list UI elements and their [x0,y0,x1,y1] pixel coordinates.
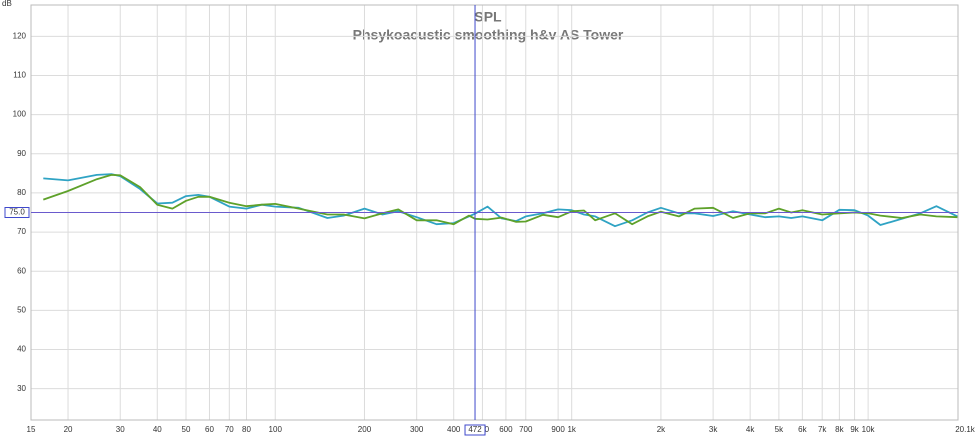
y-tick-label: 90 [17,149,26,158]
y-tick-label: 60 [17,266,26,275]
cursor-y-label: 75.0 [9,208,25,217]
x-tick-label: 600 [499,425,513,434]
x-tick-label: 5k [775,425,784,434]
x-tick-label: 8k [835,425,844,434]
x-tick-label: 400 [447,425,461,434]
x-tick-label: 900 [551,425,565,434]
y-tick-label: 80 [17,188,26,197]
x-tick-label: 9k [850,425,859,434]
x-tick-label: 80 [242,425,251,434]
chart-subtitle: Phsykoacustic smoothing h&v AS Tower [353,27,624,43]
x-tick-label: 60 [205,425,214,434]
x-tick-label: 300 [410,425,424,434]
y-tick-label: 40 [17,345,26,354]
x-tick-label: 20.1k Hz [955,425,975,434]
series-line [43,174,958,226]
chart-title: SPL [474,9,502,25]
x-tick-label: 50 [182,425,191,434]
cursor-x-box [464,424,486,436]
x-tick-label: 30 [116,425,125,434]
x-tick-label: 10k [862,425,876,434]
x-tick-label: 100 [269,425,283,434]
x-tick-label: 1k [567,425,576,434]
x-tick-label: 4k [746,425,755,434]
y-tick-label: 100 [13,110,27,119]
x-tick-label: 7k [818,425,827,434]
x-tick-label: 15 [27,425,36,434]
x-tick-label: 20 [64,425,73,434]
x-tick-label: 6k [798,425,807,434]
y-tick-label: 50 [17,305,26,314]
x-tick-label: 200 [358,425,372,434]
x-tick-label: 700 [519,425,533,434]
y-tick-label: 120 [13,31,27,40]
x-tick-label: 70 [225,425,234,434]
x-tick-label: 3k [709,425,718,434]
cursor-x-label: 472 [468,425,482,434]
cursor-y-box [4,207,30,218]
x-tick-label: 2k [657,425,666,434]
y-axis-label: dB [2,0,12,8]
y-tick-label: 70 [17,227,26,236]
y-tick-label: 110 [13,71,26,80]
y-tick-label: 30 [17,384,26,393]
x-tick-label: 40 [153,425,162,434]
